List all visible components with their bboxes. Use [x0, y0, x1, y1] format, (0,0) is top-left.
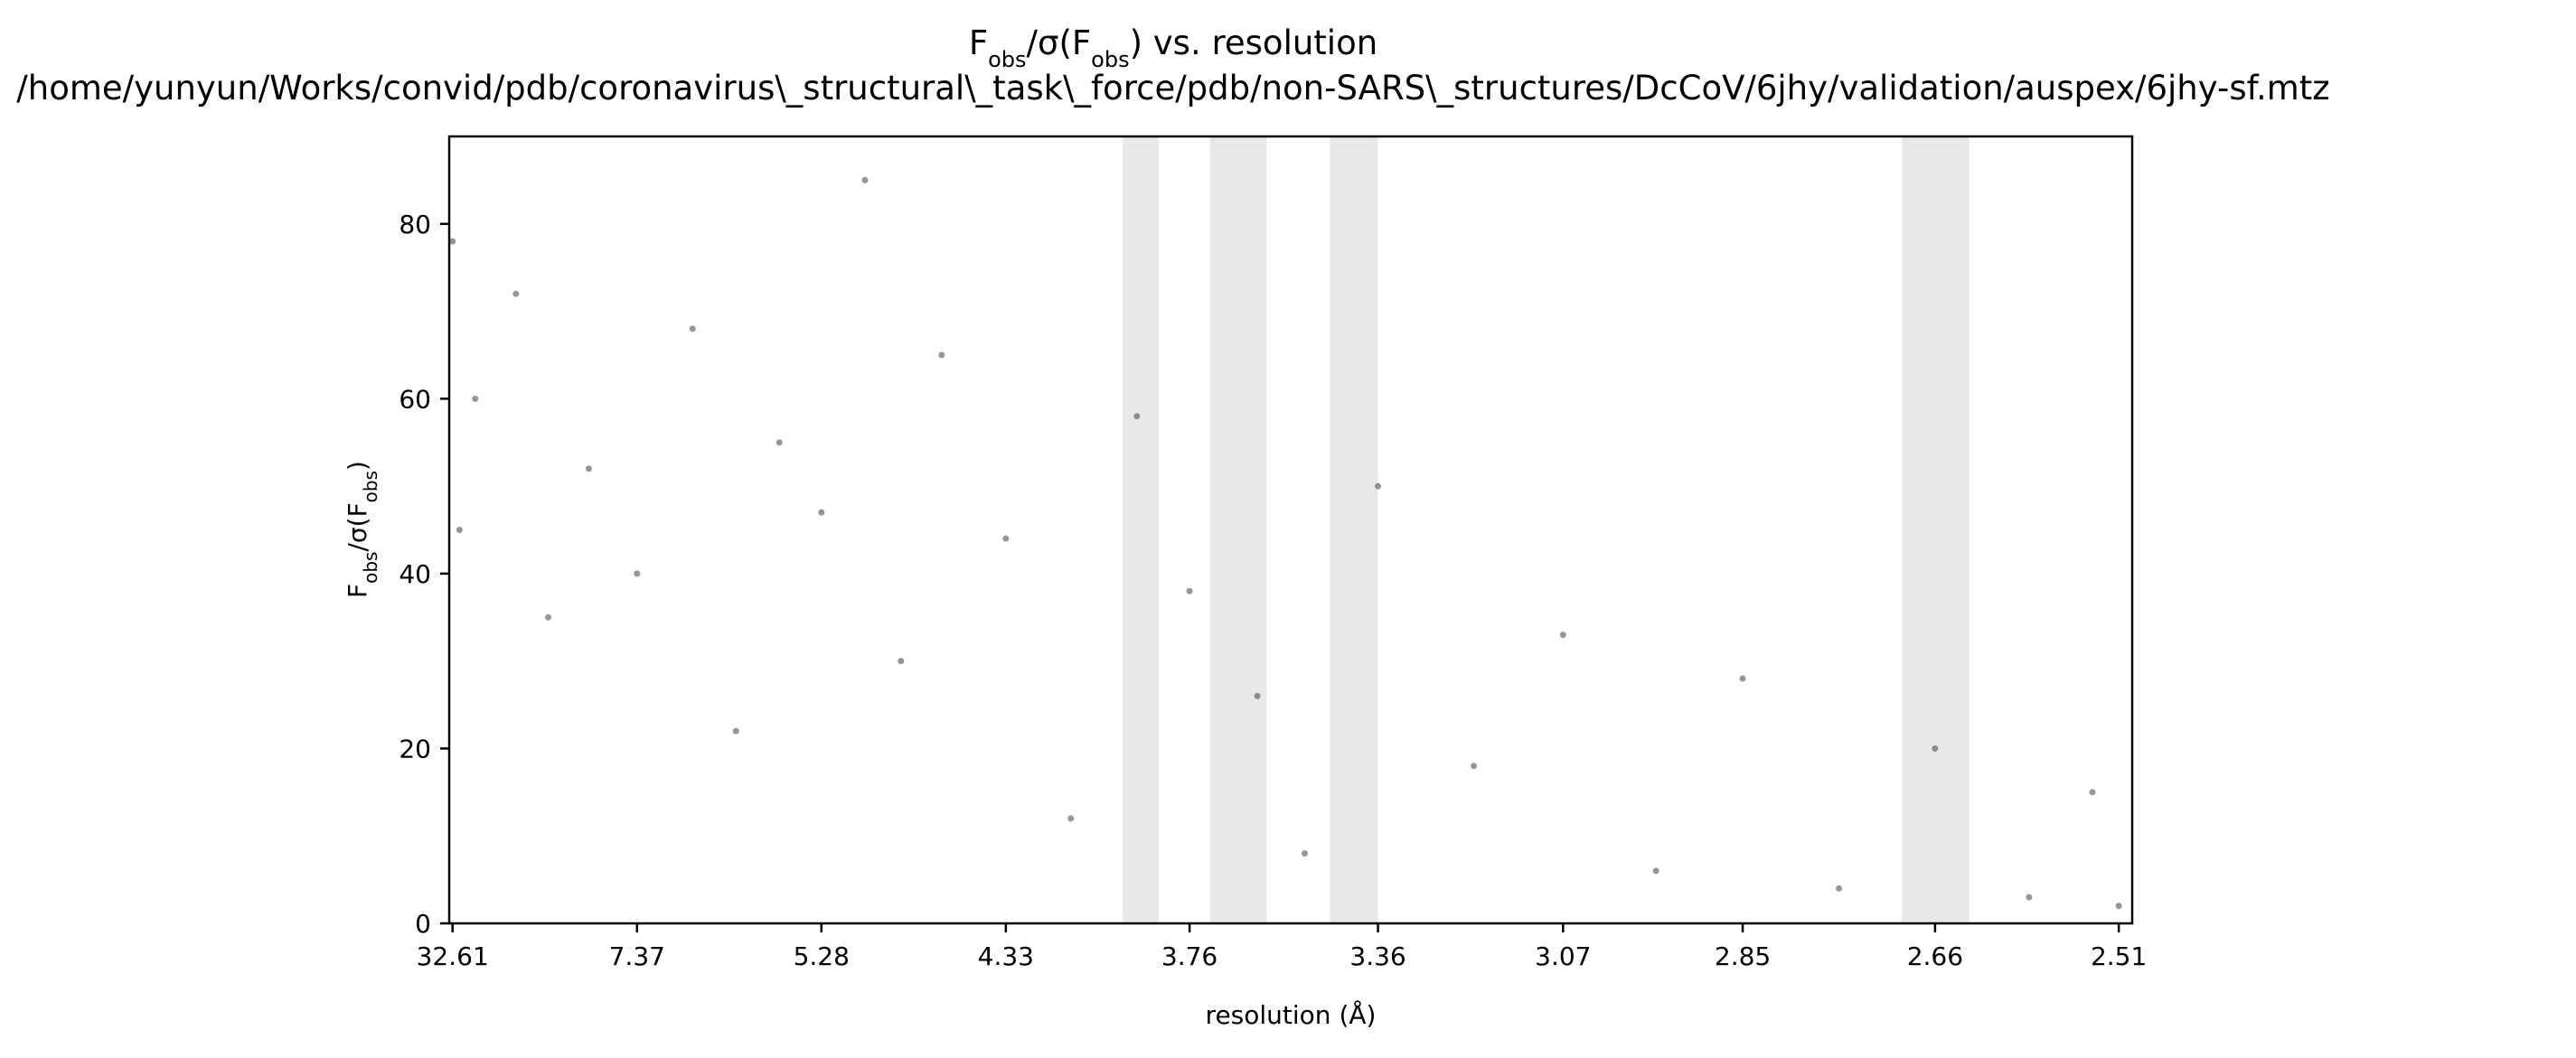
plot-frame: [447, 135, 2134, 925]
x-tick-label-1: 7.37: [609, 941, 665, 971]
scatter-points: [449, 176, 2122, 910]
highlight-band-0: [1123, 136, 1160, 923]
scatter-point-7: [689, 325, 696, 332]
scatter-point-11: [861, 176, 869, 183]
scatter-point-8: [732, 727, 739, 735]
highlight-band-3: [1902, 136, 1970, 923]
scatter-point-9: [776, 439, 783, 446]
x-axis-ticks: 32.61 7.37 5.28 4.33 3.76 3.36 3.07 2.85 2.66 2.5…: [417, 923, 2147, 971]
highlight-band-1: [1209, 136, 1267, 923]
scatter-point-22: [1559, 632, 1566, 639]
scatter-point-12: [898, 658, 905, 665]
highlight-band-2: [1330, 136, 1378, 923]
scatter-point-21: [1471, 763, 1478, 770]
scatter-point-15: [1067, 815, 1075, 822]
scatter-point-23: [1652, 867, 1659, 875]
scatter-point-13: [938, 351, 945, 359]
y-tick-label-0: 0: [415, 909, 431, 939]
scatter-point-24: [1739, 675, 1746, 682]
scatter-point-20: [1375, 482, 1382, 490]
x-tick-label-5: 3.36: [1349, 941, 1406, 971]
y-tick-label-3: 60: [399, 384, 431, 414]
chart-subtitle: /home/yunyun/Works/convid/pdb/coronaviru…: [16, 69, 2329, 108]
x-tick-label-9: 2.51: [2091, 941, 2147, 971]
x-tick-label-0: 32.61: [417, 941, 489, 971]
scatter-point-3: [512, 290, 520, 297]
y-tick-label-4: 80: [399, 210, 431, 239]
x-tick-label-6: 3.07: [1535, 941, 1591, 971]
scatter-point-0: [449, 238, 456, 245]
scatter-point-25: [1836, 885, 1843, 892]
scatter-point-6: [634, 570, 641, 577]
scatter-point-18: [1254, 692, 1261, 699]
scatter-point-19: [1301, 850, 1308, 857]
x-tick-label-7: 2.85: [1715, 941, 1771, 971]
highlight-bands: [1123, 136, 1970, 923]
scatter-point-26: [1932, 744, 1939, 752]
scatter-point-4: [545, 613, 552, 621]
x-tick-label-3: 4.33: [978, 941, 1034, 971]
scatter-point-29: [2115, 903, 2122, 910]
y-tick-label-1: 20: [399, 734, 431, 763]
scatter-point-5: [585, 465, 592, 473]
y-tick-label-2: 40: [399, 559, 431, 589]
y-axis-ticks: 0 20 40 60 80: [399, 210, 449, 939]
scatter-point-17: [1186, 587, 1193, 595]
scatter-point-28: [2089, 789, 2096, 796]
x-tick-label-2: 5.28: [794, 941, 850, 971]
x-tick-label-4: 3.76: [1161, 941, 1217, 971]
x-axis-label: resolution (Å): [1206, 999, 1377, 1030]
scatter-point-14: [1002, 535, 1010, 542]
x-tick-label-8: 2.66: [1907, 941, 1963, 971]
scatter-point-1: [456, 527, 463, 533]
scatter-point-10: [818, 509, 825, 516]
scatter-point-27: [2026, 894, 2033, 901]
scatter-point-2: [472, 395, 479, 402]
scatter-point-16: [1133, 413, 1141, 420]
